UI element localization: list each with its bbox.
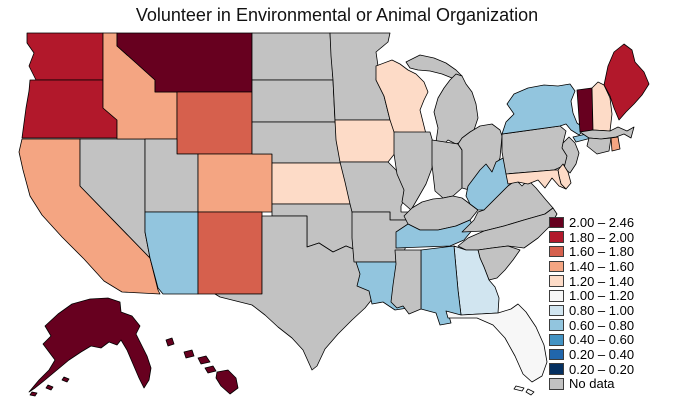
state-sd: [251, 79, 336, 123]
state-in: [431, 139, 463, 199]
chart-title: Volunteer in Environmental or Animal Org…: [135, 5, 539, 25]
state-hi-island: [165, 337, 175, 347]
state-nd: [251, 32, 334, 81]
legend-item: 1.20 – 1.40: [549, 274, 634, 289]
legend-item: 1.00 – 1.20: [549, 288, 634, 303]
legend-swatch: [549, 245, 564, 258]
legend-label: 0.80 – 1.00: [569, 302, 635, 318]
state-ia: [334, 119, 397, 163]
state-hi-big-island: [215, 369, 239, 395]
legend-item: No data: [549, 377, 634, 392]
legend-label: 1.80 – 2.00: [569, 229, 635, 245]
state-wa: [26, 32, 104, 81]
legend-item: 0.20 – 0.40: [549, 347, 634, 362]
legend-item: 0.60 – 0.80: [549, 318, 634, 333]
state-fl: [445, 303, 548, 383]
state-hi-island: [197, 355, 211, 365]
state-nm: [197, 211, 263, 295]
legend-label: 1.60 – 1.80: [569, 244, 635, 260]
legend-swatch: [549, 319, 564, 331]
legend-label: 1.40 – 1.60: [569, 258, 635, 274]
state-co: [197, 153, 273, 213]
state-ny: [501, 83, 586, 136]
legend-item: 0.80 – 1.00: [549, 303, 634, 318]
state-vt: [576, 87, 594, 133]
state-wy: [176, 91, 253, 155]
legend-label: 0.40 – 0.60: [569, 332, 635, 348]
state-me: [603, 43, 650, 121]
state-nj: [561, 136, 580, 174]
legend-swatch: [549, 260, 564, 273]
state-ks: [271, 162, 351, 205]
state-fl-keys: [513, 385, 525, 392]
legend: 2.00 – 2.46 1.80 – 2.00 1.60 – 1.80 1.40…: [549, 215, 634, 391]
states-layer: [18, 32, 650, 397]
legend-swatch: [549, 275, 564, 287]
legend-label: 0.20 – 0.40: [569, 347, 635, 363]
state-wi: [375, 59, 429, 135]
legend-item: 2.00 – 2.46: [549, 215, 634, 230]
legend-swatch: [549, 363, 564, 375]
legend-item: 0.20 – 0.20: [549, 362, 634, 377]
legend-item: 1.80 – 2.00: [549, 230, 634, 245]
legend-label: 1.00 – 1.20: [569, 288, 635, 304]
state-ak-aleutians: [61, 376, 70, 383]
legend-label: 0.60 – 0.80: [569, 317, 635, 333]
state-ak-aleutians: [45, 384, 54, 391]
state-hi-island: [183, 349, 195, 359]
state-ak-aleutians: [29, 391, 38, 397]
legend-item: 1.60 – 1.80: [549, 244, 634, 259]
state-hi-island: [204, 365, 217, 374]
legend-item: 1.40 – 1.60: [549, 259, 634, 274]
legend-swatch: [549, 216, 564, 229]
legend-label: 1.20 – 1.40: [569, 273, 635, 289]
legend-label: 0.20 – 0.20: [569, 361, 635, 377]
legend-label: 2.00 – 2.46: [569, 214, 635, 230]
state-tx: [214, 215, 374, 371]
legend-item: 0.40 – 0.60: [549, 333, 634, 348]
legend-swatch: [549, 348, 564, 361]
state-ct: [586, 137, 612, 155]
legend-label: No data: [569, 376, 615, 392]
state-tn: [395, 219, 475, 249]
state-ri: [610, 136, 621, 152]
legend-swatch: [549, 231, 564, 243]
legend-swatch: [549, 378, 564, 390]
state-fl-keys: [525, 388, 535, 396]
legend-swatch: [549, 290, 564, 302]
state-md: [505, 169, 567, 190]
state-ak: [28, 297, 152, 393]
state-ms: [390, 249, 422, 315]
legend-swatch: [549, 304, 564, 317]
legend-swatch: [549, 334, 564, 346]
